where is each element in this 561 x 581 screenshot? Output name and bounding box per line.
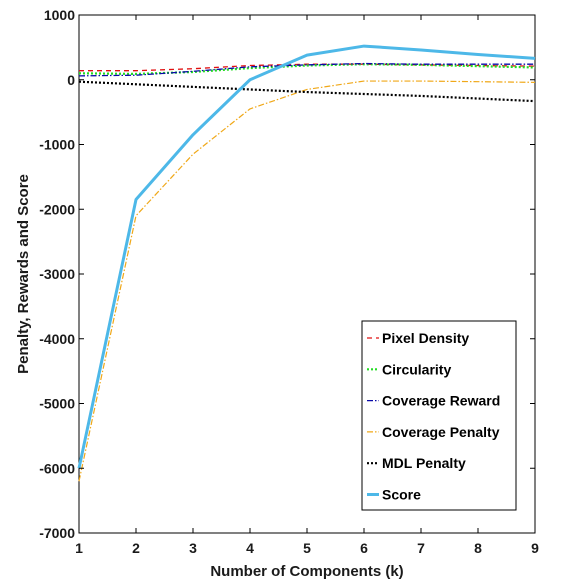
x-axis-ticks: 1 2 3 4 5 6 7 8 9	[75, 15, 539, 556]
y-tick-label: -7000	[39, 525, 75, 541]
series-line-circularity	[78, 63, 536, 76]
y-tick-label: -6000	[39, 460, 75, 476]
y-tick-label: -2000	[39, 201, 75, 217]
series-layer	[77, 44, 536, 482]
y-tick-label: -5000	[39, 396, 75, 412]
y-tick-label: -4000	[39, 331, 75, 347]
legend-items: Pixel Density Circularity Coverage Reward C…	[367, 330, 500, 503]
series-line-coverage-penalty	[78, 80, 536, 482]
y-axis-label: Penalty, Rewards and Score	[15, 174, 32, 374]
y-axis-ticks: 1000 0 -1000 -2000 -3000 -4000 -5000 -6000 -7000	[39, 7, 535, 541]
series-line-coverage-reward	[78, 62, 535, 77]
series-line-mdl-penalty	[78, 80, 536, 103]
x-tick-label: 4	[246, 540, 254, 556]
legend-label: Coverage Reward	[382, 393, 500, 409]
legend-label: Coverage Penalty	[382, 424, 500, 440]
x-tick-label: 5	[303, 540, 311, 556]
series-line-score	[77, 44, 536, 469]
x-tick-label: 3	[189, 540, 197, 556]
x-tick-label: 7	[417, 540, 425, 556]
x-tick-label: 8	[474, 540, 482, 556]
legend-label: MDL Penalty	[382, 455, 466, 471]
y-tick-label: 1000	[44, 7, 75, 23]
x-axis-label: Number of Components (k)	[210, 563, 403, 580]
legend-label: Pixel Density	[382, 330, 469, 346]
y-tick-label: -3000	[39, 266, 75, 282]
x-tick-label: 6	[360, 540, 368, 556]
x-tick-label: 2	[132, 540, 140, 556]
legend-label: Circularity	[382, 361, 451, 377]
legend: Pixel Density Circularity Coverage Reward C…	[361, 320, 517, 511]
x-tick-label: 1	[75, 540, 83, 556]
legend-label: Score	[382, 487, 421, 503]
y-tick-label: 0	[67, 72, 75, 88]
x-tick-label: 9	[531, 540, 539, 556]
y-tick-label: -1000	[39, 137, 75, 153]
legend-box	[361, 320, 517, 511]
